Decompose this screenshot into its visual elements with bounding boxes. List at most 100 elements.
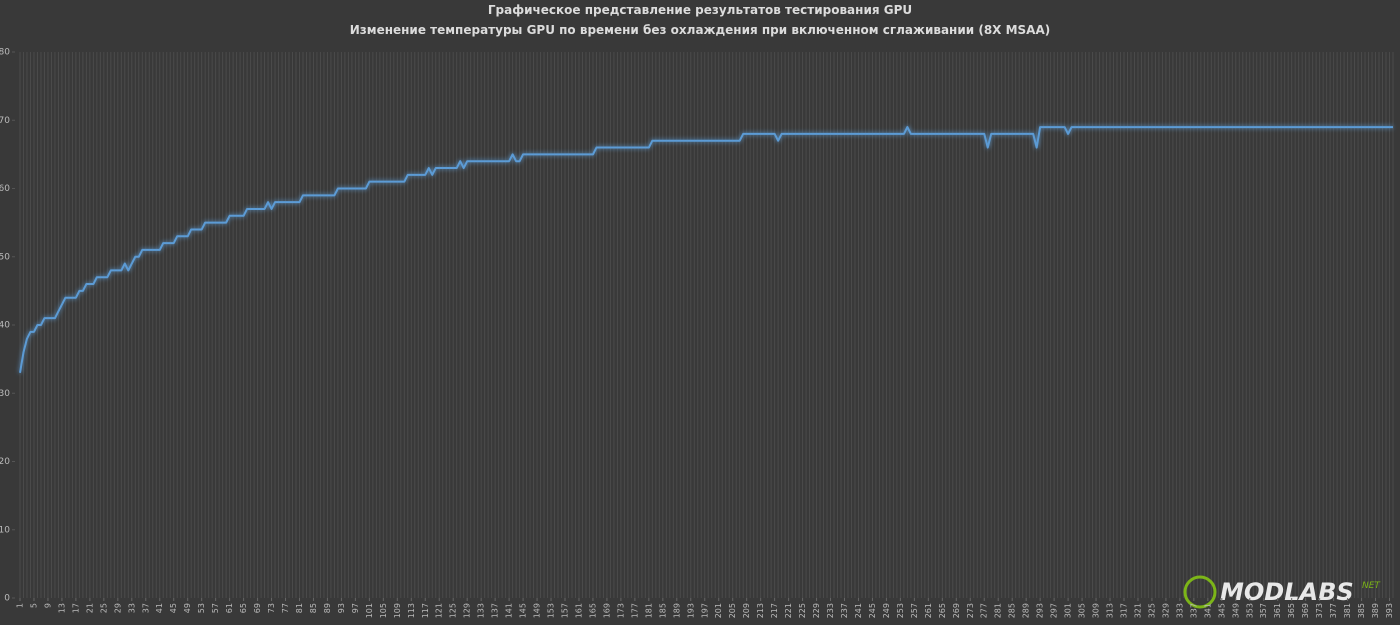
x-tick-label: 217 bbox=[770, 603, 779, 618]
x-tick-label: 237 bbox=[840, 603, 849, 618]
x-tick-label: 213 bbox=[756, 603, 765, 618]
x-tick-label: 121 bbox=[435, 603, 444, 618]
x-tick-label: 209 bbox=[742, 603, 751, 618]
x-tick-label: 25 bbox=[99, 603, 108, 613]
x-tick-label: 9 bbox=[43, 603, 52, 608]
x-tick-label: 1 bbox=[16, 603, 25, 608]
x-tick-label: 105 bbox=[379, 603, 388, 618]
x-tick-label: 341 bbox=[1203, 603, 1212, 618]
x-tick-label: 149 bbox=[533, 603, 542, 618]
x-tick-label: 197 bbox=[700, 603, 709, 618]
x-tick-label: 101 bbox=[365, 603, 374, 618]
y-tick-label: 0 bbox=[4, 594, 10, 604]
x-tick-label: 17 bbox=[71, 603, 80, 613]
x-tick-label: 373 bbox=[1315, 603, 1324, 618]
x-tick-label: 253 bbox=[896, 603, 905, 618]
x-tick-label: 81 bbox=[295, 603, 304, 613]
watermark-suffix: NET bbox=[1362, 581, 1381, 591]
x-tick-label: 357 bbox=[1259, 603, 1268, 618]
line bbox=[19, 126, 1393, 373]
x-tick-label: 309 bbox=[1092, 603, 1101, 618]
x-tick-label: 41 bbox=[155, 603, 164, 613]
x-tick-label: 97 bbox=[351, 603, 360, 613]
x-tick-label: 109 bbox=[393, 603, 402, 618]
x-tick-label: 261 bbox=[924, 603, 933, 618]
x-tick-label: 269 bbox=[952, 603, 961, 618]
x-tick-label: 297 bbox=[1050, 603, 1059, 618]
y-tick-label: 70 bbox=[0, 116, 10, 126]
x-tick-label: 141 bbox=[505, 603, 514, 618]
x-tick-label: 221 bbox=[784, 603, 793, 618]
x-tick-label: 277 bbox=[980, 603, 989, 618]
x-tick-label: 329 bbox=[1161, 603, 1170, 618]
x-tick-label: 233 bbox=[826, 603, 835, 618]
x-tick-label: 57 bbox=[211, 603, 220, 613]
x-tick-label: 5 bbox=[29, 603, 38, 608]
x-tick-label: 65 bbox=[239, 603, 248, 613]
x-tick-label: 185 bbox=[658, 603, 667, 618]
x-tick-label: 353 bbox=[1245, 603, 1254, 618]
x-tick-label: 245 bbox=[868, 603, 877, 618]
x-tick-label: 13 bbox=[57, 603, 66, 613]
y-tick-label: 60 bbox=[0, 184, 10, 194]
x-tick-label: 189 bbox=[672, 603, 681, 618]
watermark: MODLABS NET bbox=[1183, 575, 1381, 609]
x-tick-label: 385 bbox=[1357, 603, 1366, 618]
x-tick-label: 29 bbox=[113, 603, 122, 613]
x-tick-label: 393 bbox=[1385, 603, 1394, 618]
x-tick-label: 73 bbox=[267, 603, 276, 613]
x-tick-label: 161 bbox=[574, 603, 583, 618]
x-tick-label: 313 bbox=[1106, 603, 1115, 618]
y-tick-label: 50 bbox=[0, 252, 10, 262]
x-tick-label: 53 bbox=[197, 603, 206, 613]
x-tick-label: 301 bbox=[1064, 603, 1073, 618]
x-tick-label: 321 bbox=[1133, 603, 1142, 618]
x-tick-label: 249 bbox=[882, 603, 891, 618]
x-tick-label: 169 bbox=[602, 603, 611, 618]
x-tick-label: 193 bbox=[686, 603, 695, 618]
x-tick-label: 49 bbox=[183, 603, 192, 613]
x-tick-label: 229 bbox=[812, 603, 821, 618]
watermark-logo bbox=[1183, 575, 1217, 609]
y-tick-label: 10 bbox=[0, 525, 10, 535]
y-tick-label: 20 bbox=[0, 457, 10, 467]
x-tick-label: 337 bbox=[1189, 603, 1198, 618]
x-tick-label: 289 bbox=[1022, 603, 1031, 618]
y-tick-label: 30 bbox=[0, 389, 10, 399]
x-tick-label: 205 bbox=[728, 603, 737, 618]
x-tick-label: 77 bbox=[281, 603, 290, 613]
x-tick-label: 281 bbox=[994, 603, 1003, 618]
chart-title: Графическое представление результатов те… bbox=[488, 3, 912, 17]
x-tick-label: 165 bbox=[588, 603, 597, 618]
x-tick-label: 145 bbox=[519, 603, 528, 618]
x-tick-label: 113 bbox=[407, 603, 416, 618]
x-tick-label: 33 bbox=[127, 603, 136, 613]
x-tick-label: 69 bbox=[253, 603, 262, 613]
x-tick-label: 317 bbox=[1119, 603, 1128, 618]
watermark-text: MODLABS bbox=[1220, 578, 1354, 606]
x-tick-label: 369 bbox=[1301, 603, 1310, 618]
x-tick-label: 265 bbox=[938, 603, 947, 618]
x-tick-label: 61 bbox=[225, 603, 234, 613]
x-tick-label: 293 bbox=[1036, 603, 1045, 618]
x-tick-label: 129 bbox=[463, 603, 472, 618]
x-tick-label: 285 bbox=[1008, 603, 1017, 618]
y-tick-label: 80 bbox=[0, 48, 10, 58]
x-tick-label: 225 bbox=[798, 603, 807, 618]
x-tick-label: 241 bbox=[854, 603, 863, 618]
chart-subtitle: Изменение температуры GPU по времени без… bbox=[350, 23, 1051, 37]
x-tick-label: 389 bbox=[1371, 603, 1380, 618]
x-tick-label: 201 bbox=[714, 603, 723, 618]
y-tick-label: 40 bbox=[0, 321, 10, 331]
x-tick-label: 345 bbox=[1217, 603, 1226, 618]
x-tick-label: 257 bbox=[910, 603, 919, 618]
x-tick-label: 137 bbox=[491, 603, 500, 618]
x-tick-label: 117 bbox=[421, 603, 430, 618]
x-tick-label: 21 bbox=[85, 603, 94, 613]
x-tick-label: 85 bbox=[309, 603, 318, 613]
x-tick-label: 305 bbox=[1078, 603, 1087, 618]
x-tick-label: 93 bbox=[337, 603, 346, 613]
x-tick-label: 133 bbox=[477, 603, 486, 618]
x-tick-label: 45 bbox=[169, 603, 178, 613]
